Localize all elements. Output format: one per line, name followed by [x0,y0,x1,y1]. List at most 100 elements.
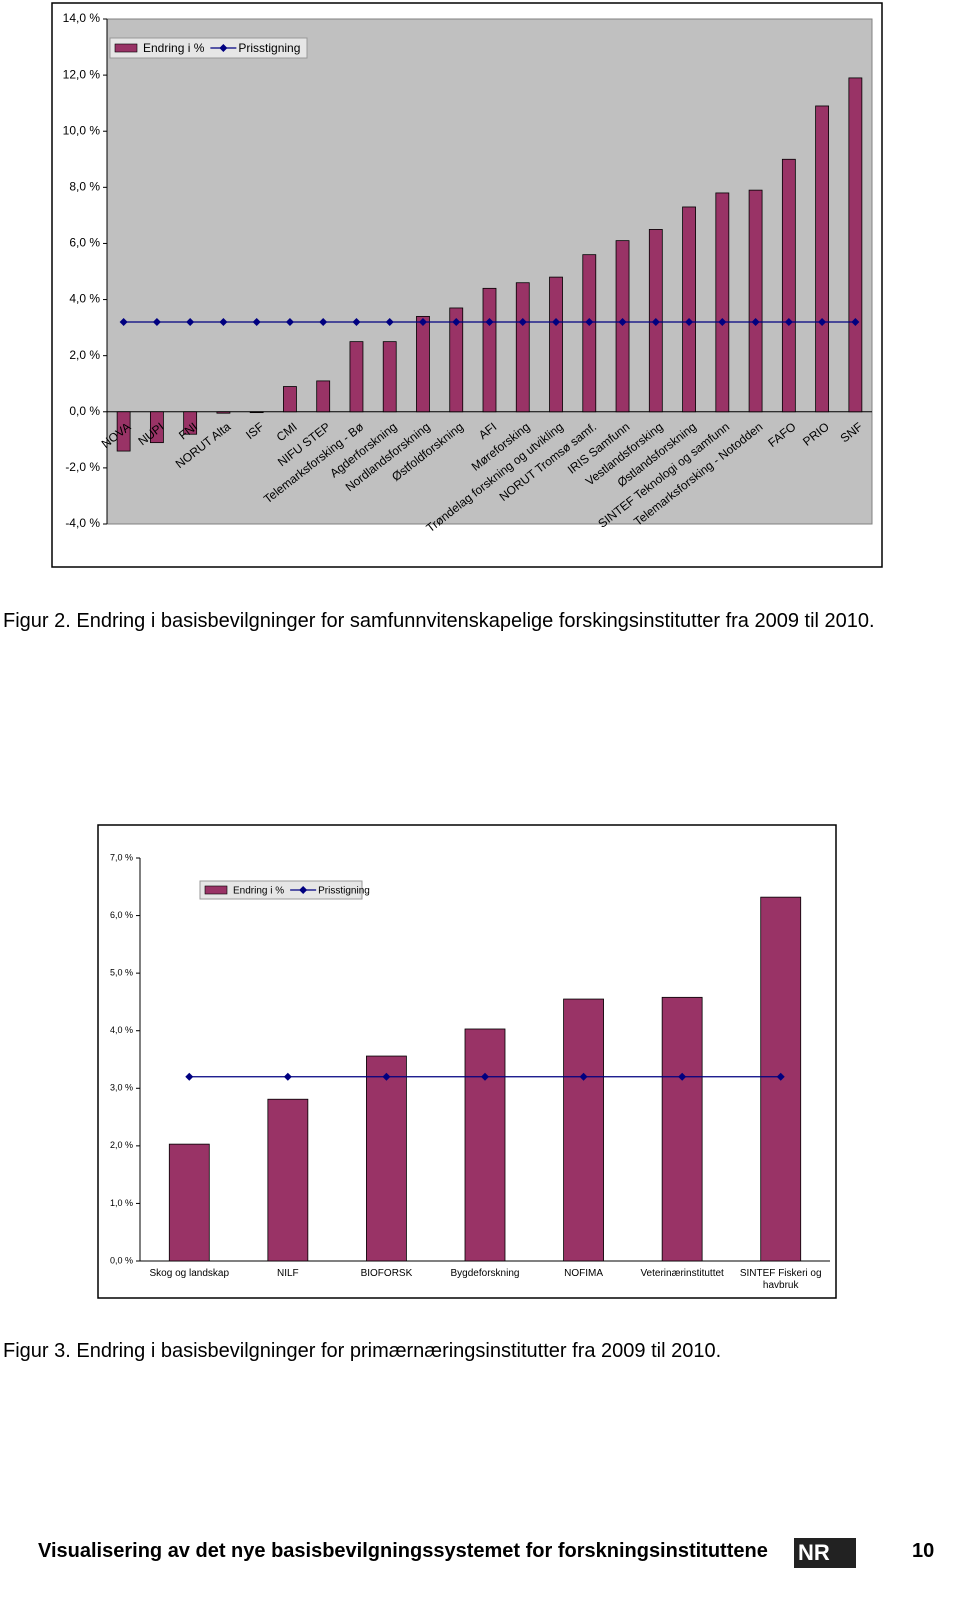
y-tick-label: 10,0 % [63,123,101,137]
bar [715,192,730,413]
bar [149,411,164,444]
y-tick-label: 1,0 % [110,1198,133,1208]
legend-swatch [114,43,138,53]
legend-swatch [204,885,228,895]
bar [382,341,397,413]
marker [119,318,128,326]
marker [718,318,727,326]
x-tick-label: Bygdeforskning [450,1268,520,1279]
bar [168,1143,210,1262]
legend-label: Endring i % [233,886,284,897]
bar [781,158,796,413]
caption: Figur 3. Endring i basisbevilgninger for… [3,1340,722,1362]
x-tick-label-box: NILF [277,1268,299,1279]
marker [518,318,527,326]
bar [267,1098,309,1262]
y-tick-label: 12,0 % [63,67,101,81]
marker [252,318,261,326]
marker [685,318,694,326]
caption: Figur 2. Endring i basisbevilgninger for… [3,610,875,632]
marker [418,318,427,326]
y-tick-label: 5,0 % [110,968,133,978]
x-tick-label: Skog og landskap [149,1268,230,1279]
marker [152,318,161,326]
bar [249,411,264,414]
plot-area [106,18,873,525]
marker [219,318,228,326]
bar [482,287,497,413]
y-tick-label: 3,0 % [110,1083,133,1093]
bar [515,282,530,413]
x-tick-label-box: NOFIMA [564,1268,603,1279]
y-tick-label: 6,0 % [110,910,133,920]
x-tick-label-box: Bygdeforskning [450,1268,520,1279]
marker [585,318,594,326]
legend-label: Prisstigning [238,41,300,55]
legend-box [109,37,308,59]
legend-label: Endring i % [143,41,205,55]
x-tick-label-box: Skog og landskap [149,1268,230,1279]
marker [382,1072,391,1081]
logo: NR [794,1538,856,1568]
y-tick-label: 4,0 % [110,1025,133,1035]
marker [851,318,860,326]
y-tick-label: -4,0 % [65,516,100,530]
marker [186,318,195,326]
marker [579,1072,588,1081]
y-tick-label: 6,0 % [69,236,100,250]
x-tick-label: NILF [277,1268,299,1279]
marker [751,318,760,326]
page-number: 10 [912,1540,935,1562]
bar [815,105,830,413]
x-tick-label: BIOFORSK [360,1268,413,1279]
y-tick-label: -2,0 % [65,460,100,474]
bar [283,386,297,413]
marker [618,318,627,326]
bar [216,411,231,414]
x-tick-label-box: SINTEF Fiskeri og havbruk [739,1268,822,1291]
x-tick-label: Veterinærinstituttet [640,1268,724,1279]
y-tick-label: 2,0 % [110,1140,133,1150]
y-tick-label: 14,0 % [63,11,101,25]
bar [563,998,604,1262]
marker [818,318,827,326]
marker [485,318,494,326]
marker [552,318,561,326]
bar [366,1055,407,1262]
marker [185,1072,194,1081]
marker [452,318,461,326]
legend-marker [299,886,308,894]
footer-title: Visualisering av det nye basisbevilgning… [38,1540,768,1562]
y-tick-label: 4,0 % [69,292,100,306]
x-tick-label: SINTEF Fiskeri og havbruk [739,1268,822,1291]
bar [449,307,464,413]
legend-box [199,880,363,900]
marker [319,318,328,326]
marker [352,318,361,326]
marker [385,318,394,326]
bar [116,411,131,452]
marker [651,318,660,326]
marker [678,1072,687,1081]
y-tick-label: 2,0 % [69,348,100,362]
bar [582,254,597,413]
bar [416,315,430,413]
marker [776,1072,785,1081]
bar [661,996,703,1262]
x-tick-label-box: BIOFORSK [360,1268,413,1279]
y-tick-label: 0,0 % [69,404,100,418]
legend-marker [219,44,228,52]
marker [285,318,294,326]
x-tick-label: NOFIMA [564,1268,603,1279]
bar [682,206,696,413]
y-tick-label: 0,0 % [110,1255,133,1265]
y-tick-label: 7,0 % [110,852,133,862]
bar [464,1028,506,1262]
marker [784,318,793,326]
bar [549,276,563,413]
legend-label: Prisstigning [318,886,370,897]
bar [183,411,198,435]
bar [615,240,630,413]
bar [848,77,863,413]
